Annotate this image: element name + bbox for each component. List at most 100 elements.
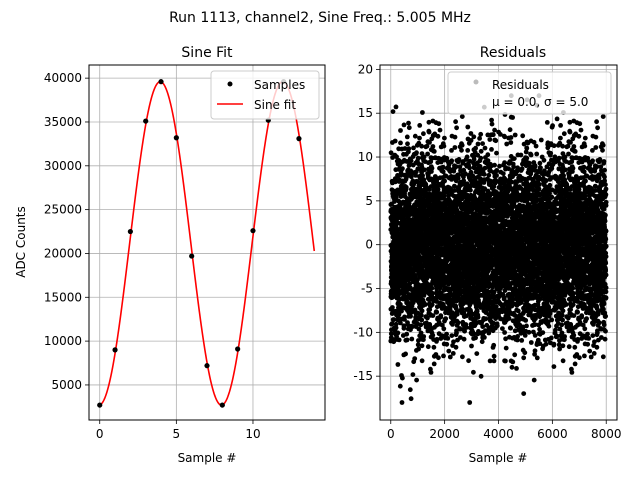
residual-point [504,141,510,147]
sine-fit-ytick-label: 10000 [44,334,82,348]
residual-point [468,187,473,193]
residual-point [440,169,446,175]
residual-point [502,160,507,166]
residual-point [454,311,460,317]
legend-samples-label: Samples [254,78,305,92]
residual-point [400,166,405,172]
residual-point [512,132,518,138]
residual-point [402,317,407,322]
residual-point [469,343,474,349]
residual-point [426,129,432,135]
residual-point [461,178,467,184]
residual-point [403,351,408,357]
residual-point [430,332,436,338]
residual-point [407,387,413,393]
residual-point [397,383,403,389]
sample-point [173,135,179,141]
residual-point [452,134,458,140]
residual-point [438,313,444,319]
residual-point [510,115,515,120]
residual-point [459,114,465,119]
residual-point [468,131,474,136]
residual-point [453,164,459,170]
residual-point [393,325,399,331]
residual-point [396,158,402,163]
sine-fit-legend-box [210,70,320,120]
residual-point [431,149,437,154]
residual-point [418,322,424,328]
residual-point [478,373,484,379]
sine-fit-ytick-label: 30000 [44,159,82,173]
residual-point [477,136,482,141]
residual-point [404,134,410,140]
residual-point [430,144,436,149]
residual-point [394,154,399,160]
sine-fit-panel: Sine Fit 0 5 10500010000150002000025000300… [14,45,326,465]
residual-point [456,157,462,162]
residual-point [396,337,402,343]
residual-point [479,339,485,345]
residual-point [420,268,426,274]
residual-point [503,358,508,364]
residual-point [506,316,512,321]
residual-point [412,356,418,361]
residual-point [420,110,425,115]
residual-point [490,132,496,138]
sine-fit-legend: Samples Sine fit [210,70,320,120]
sine-fit-title: Sine Fit [181,45,233,61]
residual-point [446,348,452,354]
residual-point [491,342,497,348]
residual-point [463,325,469,330]
residual-point [450,351,456,356]
residual-point [475,141,481,147]
residual-point [460,306,465,312]
residual-point [419,308,425,314]
residual-point [410,372,416,377]
residual-point [471,134,477,140]
sample-point [127,228,133,235]
residual-point [420,173,425,179]
residual-point [443,316,449,322]
residual-point [453,306,459,311]
residual-point [451,339,456,345]
residual-point [393,104,399,110]
residual-point [419,317,425,323]
residual-point [441,143,447,149]
residual-point [390,305,395,310]
residual-point [456,172,461,178]
residual-point [452,145,458,150]
residual-point [465,148,471,153]
residual-point [493,138,499,144]
sine-fit-line [99,80,316,406]
residual-point [510,359,516,365]
residual-point [500,171,506,177]
residual-point [412,133,418,139]
residual-point [426,119,432,125]
residual-point [442,135,447,141]
residual-point [435,133,441,139]
sine-fit-ticks: 0 5 10500010000150002000025000300003500040… [44,71,261,441]
figure-suptitle: Run 1113, channel2, Sine Freq.: 5.005 MH… [169,10,471,26]
sample-point [189,253,195,259]
sample-point [235,346,241,352]
sample-point [219,402,225,408]
residual-point [486,330,492,336]
residual-point [471,369,476,375]
residual-point [459,147,464,153]
residual-point [491,353,497,359]
residuals-panel: Residuals 0 2000 4000 6000 8000-15-10-505101… [353,45,621,465]
residual-point [514,366,519,371]
residual-point [431,344,437,350]
residual-point [447,306,453,312]
residual-point [444,331,449,337]
residual-point [408,313,413,319]
residual-point [508,135,514,140]
residual-point [413,173,419,178]
residual-point [487,137,493,142]
residual-point [471,331,477,337]
residual-point [450,310,455,316]
residual-point [419,143,424,149]
residual-point [465,124,471,130]
residual-point [434,309,440,315]
residual-point [421,334,427,339]
